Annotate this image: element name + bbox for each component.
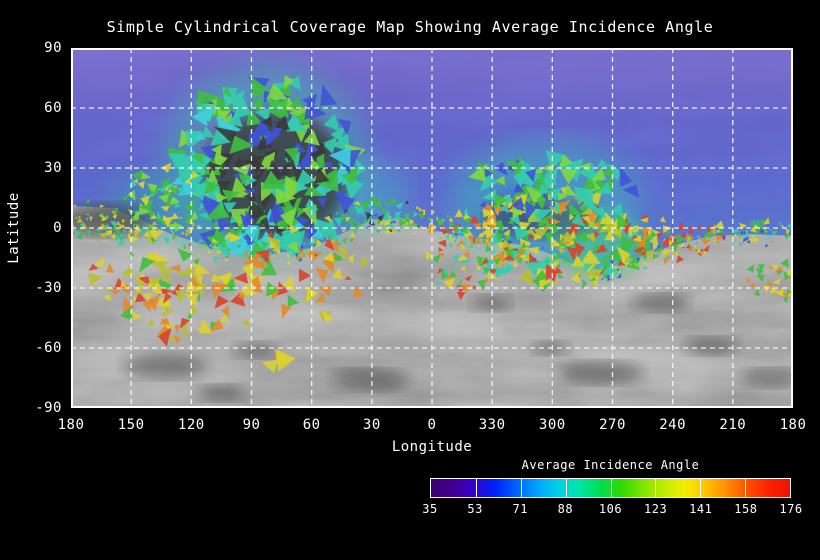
colorbar-tick-label: 176 xyxy=(779,502,803,516)
x-tick-label: 330 xyxy=(478,417,506,433)
colorbar-separator xyxy=(745,479,747,497)
colorbar-ticks: 35 53 71 88 106 123 141 158 176 xyxy=(422,502,802,518)
x-tick-label: 270 xyxy=(599,417,626,433)
x-tick-label: 0 xyxy=(427,417,437,433)
x-tick-label: 60 xyxy=(302,417,321,433)
colorbar-separator xyxy=(655,479,657,497)
colorbar-tick-label: 88 xyxy=(557,502,574,516)
colorbar-tick-label: 35 xyxy=(422,502,438,516)
y-tick-label: -60 xyxy=(35,340,62,356)
y-tick-label: 90 xyxy=(44,40,62,56)
x-tick-label: 300 xyxy=(538,417,566,433)
x-tick-label: 90 xyxy=(242,417,261,433)
x-tick-label: 180 xyxy=(779,417,807,433)
x-tick-label: 30 xyxy=(362,417,381,433)
colorbar-title: Average Incidence Angle xyxy=(521,458,700,472)
colorbar-tick-label: 106 xyxy=(598,502,623,516)
y-axis-ticks: 90 60 30 0 -30 -60 -90 xyxy=(0,40,66,416)
colorbar-tick-label: 53 xyxy=(467,502,483,516)
y-tick-label: -90 xyxy=(35,400,62,416)
x-tick-label: 240 xyxy=(659,417,687,433)
coverage-map-canvas xyxy=(71,48,793,408)
x-tick-label: 120 xyxy=(177,417,205,433)
colorbar-tick-label: 71 xyxy=(512,502,528,516)
x-tick-label: 180 xyxy=(57,417,85,433)
map-plot-area xyxy=(71,48,793,408)
x-tick-label: 150 xyxy=(117,417,145,433)
x-tick-label: 210 xyxy=(719,417,747,433)
colorbar-separator xyxy=(610,479,612,497)
colorbar-separator xyxy=(520,479,522,497)
colorbar-separator xyxy=(565,479,567,497)
y-tick-label: -30 xyxy=(35,280,62,296)
y-tick-label: 30 xyxy=(44,160,62,176)
colorbar-tick-label: 123 xyxy=(644,502,668,516)
y-tick-label: 60 xyxy=(44,100,62,116)
colorbar-separator xyxy=(700,479,702,497)
colorbar-tick-label: 158 xyxy=(734,502,758,516)
colorbar-separator xyxy=(475,479,477,497)
x-axis-ticks: 180 150 120 90 60 30 0 330 300 270 240 210 180 xyxy=(58,417,806,435)
colorbar xyxy=(430,478,791,498)
plot-border xyxy=(71,48,793,408)
chart-title: Simple Cylindrical Coverage Map Showing … xyxy=(106,18,714,36)
x-axis-label: Longitude xyxy=(391,439,473,455)
colorbar-tick-label: 141 xyxy=(689,502,713,516)
y-tick-label: 0 xyxy=(53,220,62,236)
